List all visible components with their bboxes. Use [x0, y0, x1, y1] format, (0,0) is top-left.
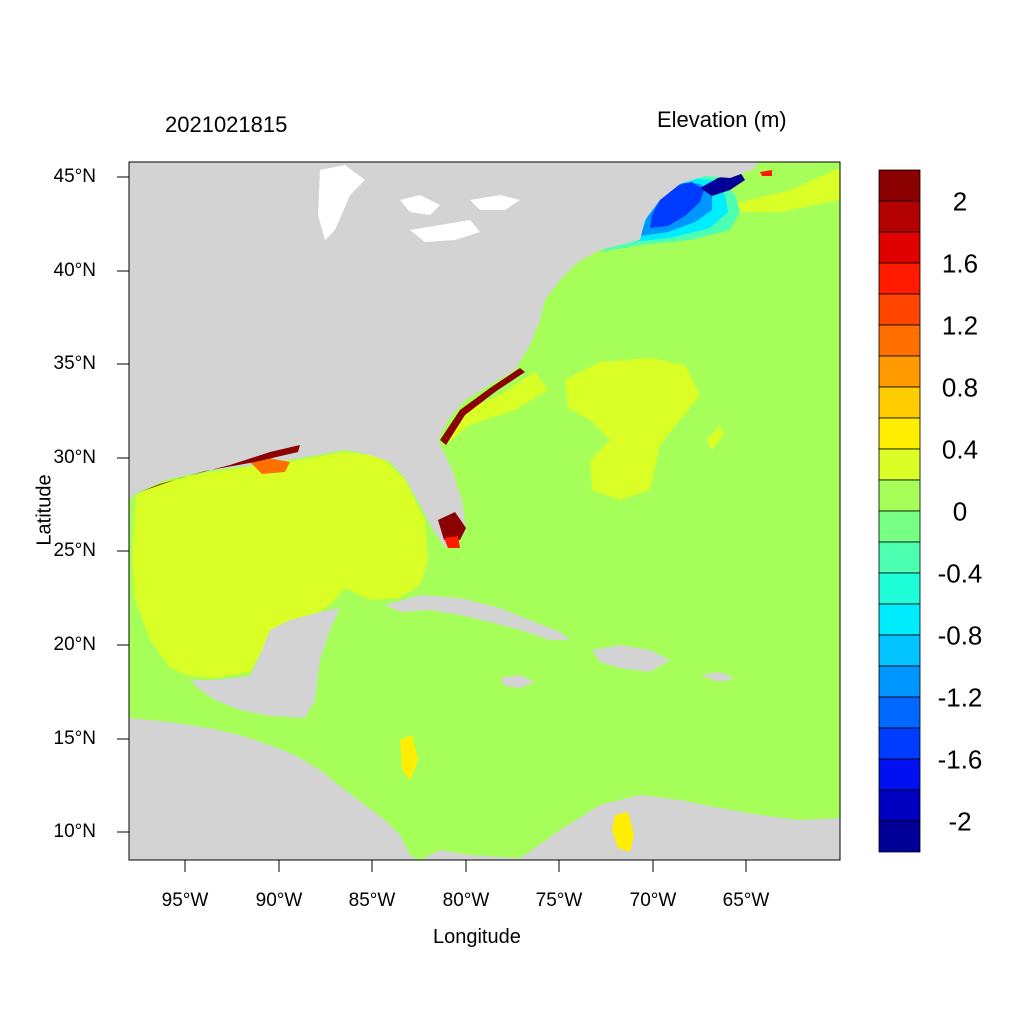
colorbar-box [878, 169, 921, 202]
x-tick-label: 65°W [722, 890, 770, 911]
x-tick-label: 90°W [255, 890, 303, 911]
east-coast-surge-band [440, 368, 525, 445]
colorbar-box [878, 417, 921, 450]
colorbar-box [878, 510, 921, 543]
colorbar-box [878, 355, 921, 388]
x-axis-label: Longitude [433, 926, 521, 948]
x-axis-ticks [184, 860, 747, 872]
northeast-positive [730, 168, 840, 212]
colorbar-box [878, 820, 921, 853]
jamaica-land [500, 675, 535, 688]
south-florida-surge [438, 512, 466, 540]
colorbar-box [878, 541, 921, 574]
colorbar-label: 0.8 [941, 372, 979, 403]
great-lakes [318, 165, 520, 242]
colorbar-box [878, 479, 921, 512]
colorbar-box [878, 324, 921, 357]
colorbar-label: 0.4 [941, 434, 979, 465]
gulf-of-maine-negative-peak [700, 172, 745, 196]
colorbar-box [878, 758, 921, 791]
colorbar-box [878, 634, 921, 667]
atlantic-positive-patch [565, 358, 700, 500]
cuba-land [385, 595, 570, 640]
timestamp-label: 2021021815 [165, 112, 288, 137]
colorbar-label: -0.4 [937, 558, 983, 589]
gulf-of-mexico-positive [132, 452, 428, 678]
nicaragua-positive-patch [400, 735, 418, 780]
colorbar-box [878, 293, 921, 326]
x-tick-label: 85°W [348, 890, 396, 911]
nova-scotia-surge [760, 170, 772, 176]
colorbar-label: -0.8 [937, 620, 983, 651]
y-tick-label: 40°N [53, 260, 96, 281]
colorbar-label: -1.6 [937, 744, 983, 775]
colorbar-box [878, 603, 921, 636]
colorbar-box [878, 572, 921, 605]
hispaniola-land [592, 645, 670, 672]
colorbar-box [878, 727, 921, 760]
colorbar-box [878, 231, 921, 264]
louisiana-surge [250, 458, 290, 474]
south-florida-surge-tip [444, 536, 460, 548]
x-tick-label: 75°W [535, 890, 583, 911]
mexico-land [190, 608, 340, 718]
gulf-coast-surge-band [140, 445, 300, 492]
y-tick-label: 25°N [53, 540, 96, 561]
y-axis-ticks [117, 176, 129, 833]
y-tick-label: 10°N [53, 821, 96, 842]
colorbar-label: -2 [948, 806, 972, 837]
colorbar-label: 1.2 [941, 310, 979, 341]
colorbar-box [878, 448, 921, 481]
map-plot-area [129, 162, 840, 860]
x-tick-label: 95°W [161, 890, 209, 911]
colorbar-label: 2 [952, 186, 968, 217]
colorbar [878, 169, 921, 853]
y-tick-label: 45°N [53, 166, 96, 187]
y-tick-label: 30°N [53, 447, 96, 468]
colorbar-box [878, 789, 921, 822]
y-tick-label: 15°N [53, 728, 96, 749]
colorbar-label: 0 [952, 496, 968, 527]
colorbar-label: 1.6 [941, 248, 979, 279]
atlantic-positive-patch-small [706, 426, 724, 450]
colorbar-box [878, 386, 921, 419]
east-coast-positive-band [440, 372, 548, 445]
y-tick-label: 20°N [53, 634, 96, 655]
lake-maracaibo-positive [612, 812, 634, 852]
x-tick-label: 80°W [442, 890, 490, 911]
colorbar-box [878, 262, 921, 295]
yucatan-central-america-land [129, 700, 420, 860]
colorbar-box [878, 200, 921, 233]
y-tick-label: 35°N [53, 353, 96, 374]
puerto-rico-land [700, 672, 735, 682]
gulf-of-maine-negative-core [650, 182, 704, 228]
colorbar-box [878, 665, 921, 698]
x-tick-label: 70°W [629, 890, 677, 911]
variable-title: Elevation (m) [657, 107, 787, 132]
colorbar-label: -1.2 [937, 682, 983, 713]
plot-frame [128, 161, 841, 861]
colorbar-box [878, 696, 921, 729]
